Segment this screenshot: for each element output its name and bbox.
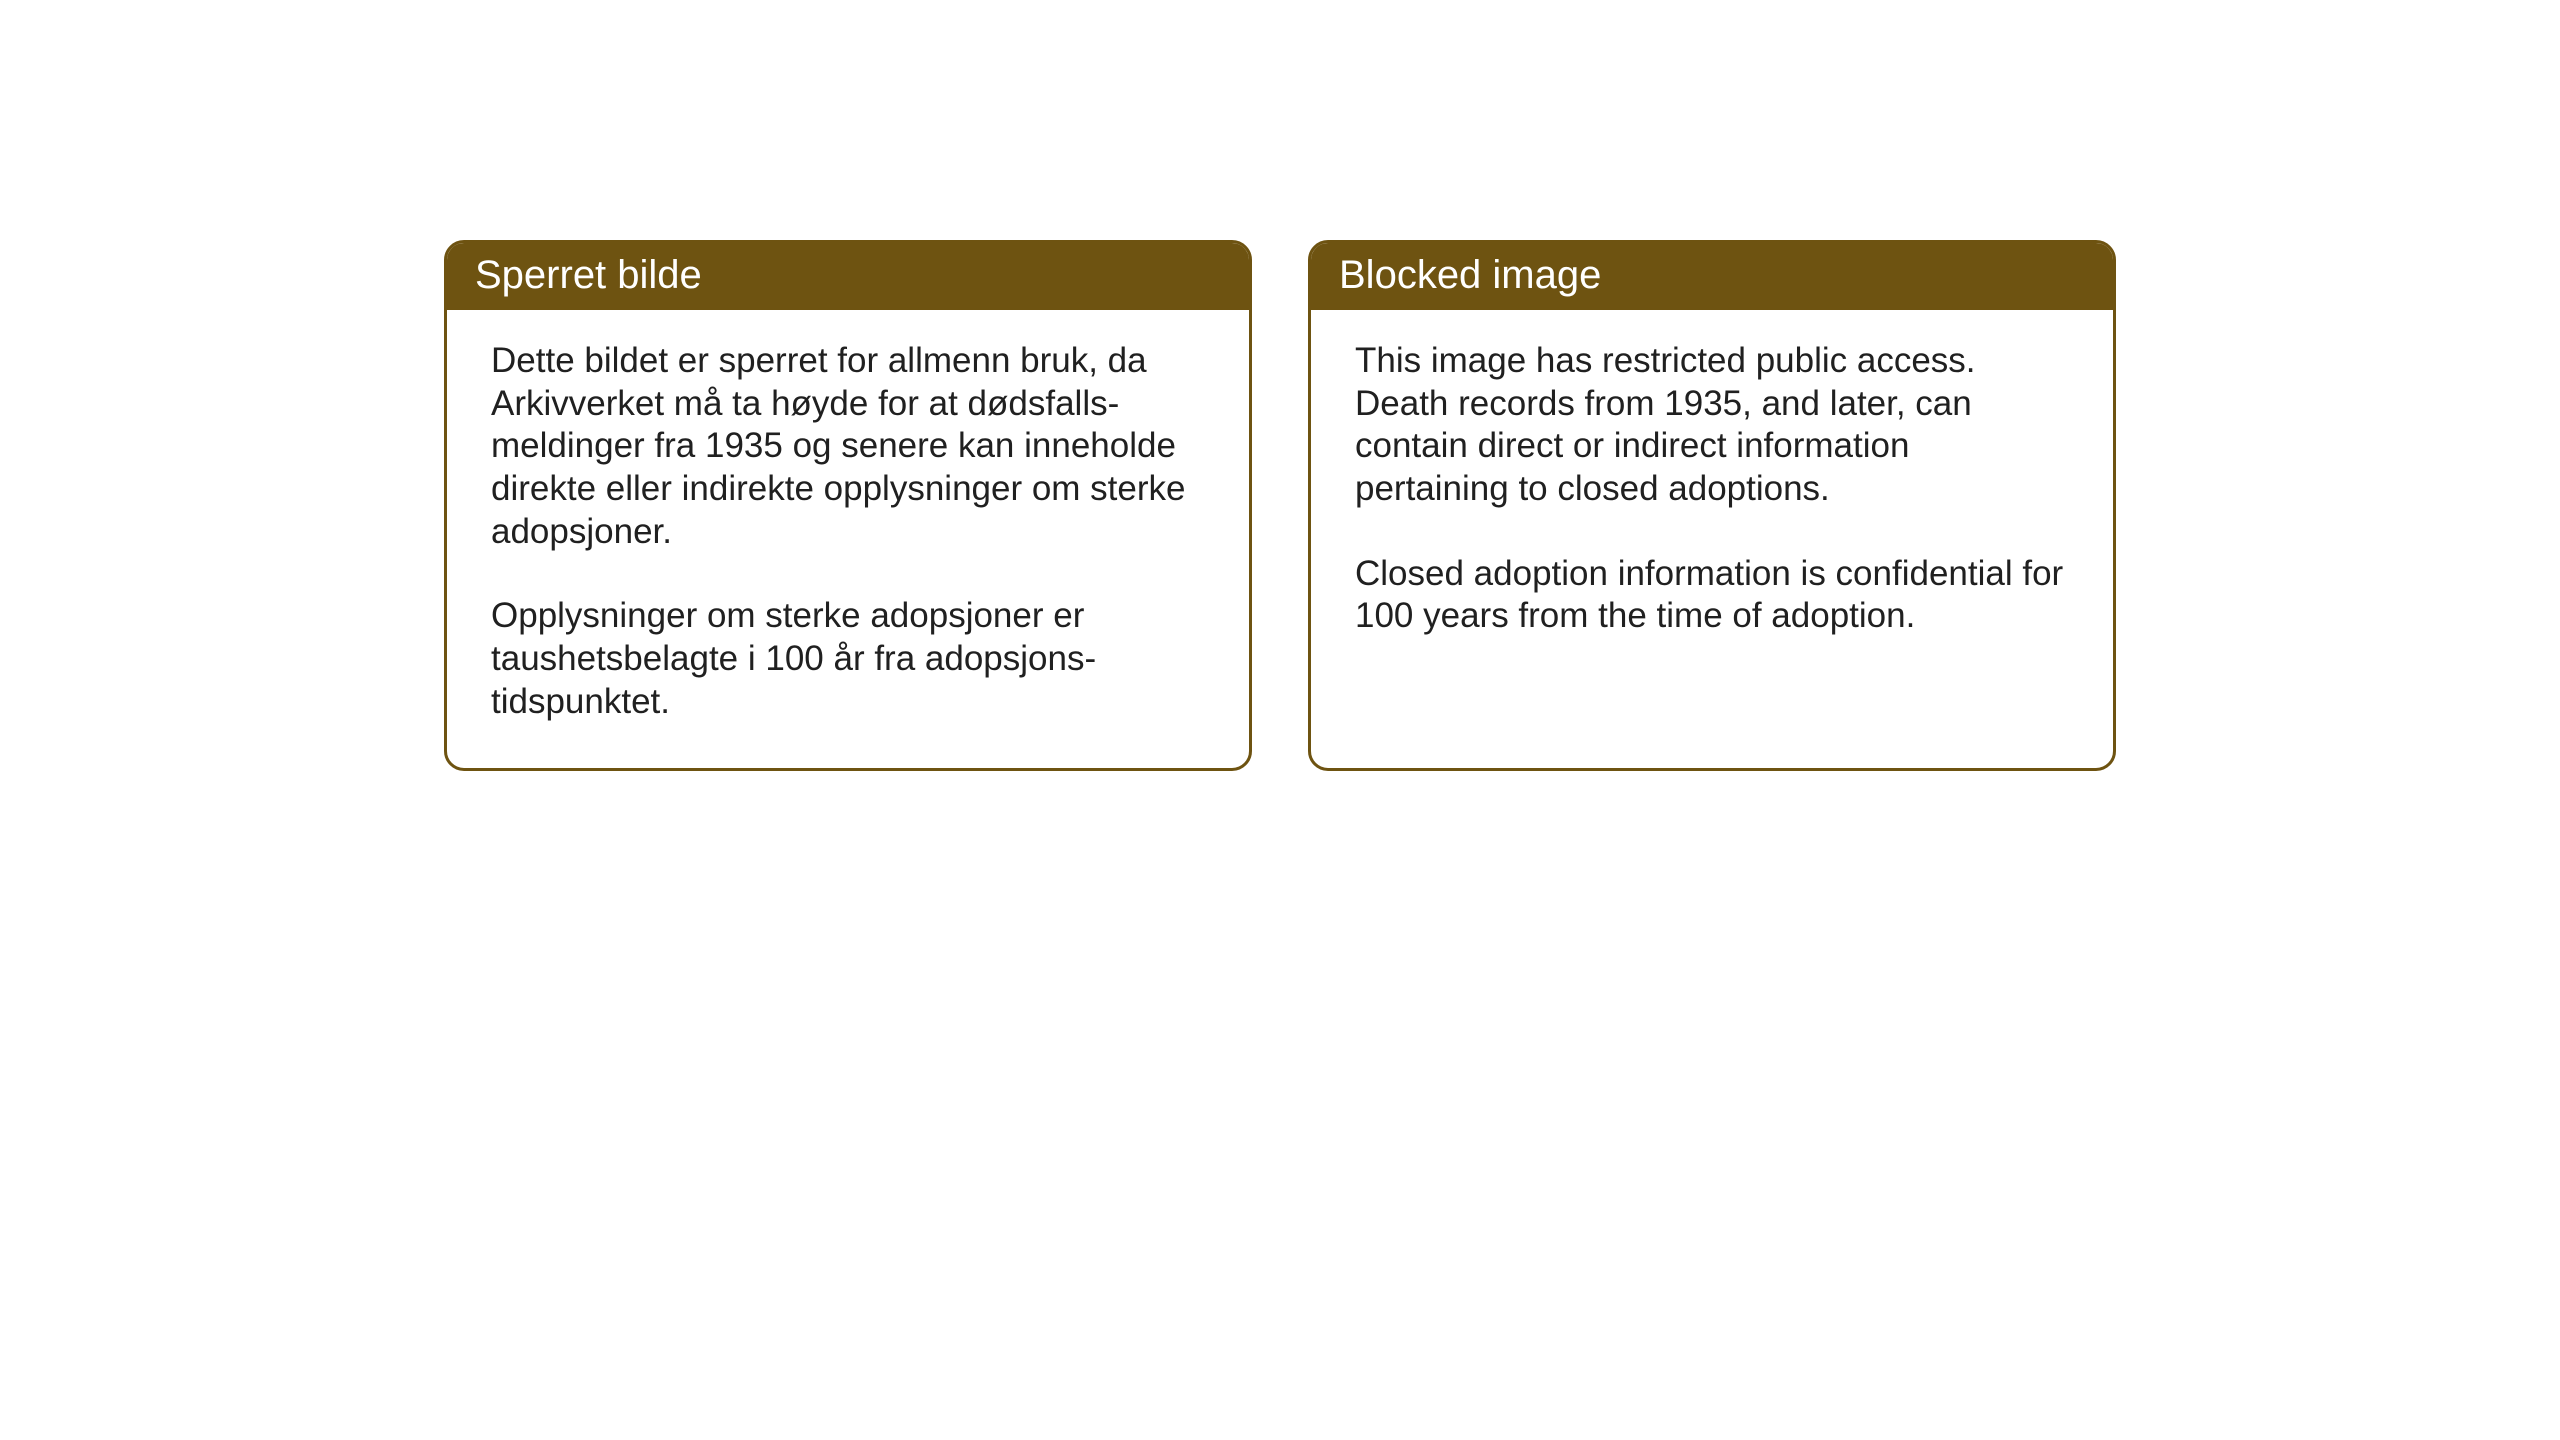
card-header-norwegian: Sperret bilde [447, 243, 1249, 310]
card-title-english: Blocked image [1339, 253, 1601, 297]
notice-cards-container: Sperret bilde Dette bildet er sperret fo… [444, 240, 2116, 771]
notice-card-norwegian: Sperret bilde Dette bildet er sperret fo… [444, 240, 1252, 771]
notice-card-english: Blocked image This image has restricted … [1308, 240, 2116, 771]
card-title-norwegian: Sperret bilde [475, 253, 702, 297]
card-paragraph2-english: Closed adoption information is confident… [1355, 553, 2069, 638]
card-header-english: Blocked image [1311, 243, 2113, 310]
card-paragraph1-norwegian: Dette bildet er sperret for allmenn bruk… [491, 340, 1205, 553]
card-paragraph2-norwegian: Opplysninger om sterke adopsjoner er tau… [491, 595, 1205, 723]
card-paragraph1-english: This image has restricted public access.… [1355, 340, 2069, 511]
card-body-english: This image has restricted public access.… [1311, 310, 2113, 734]
card-body-norwegian: Dette bildet er sperret for allmenn bruk… [447, 310, 1249, 768]
